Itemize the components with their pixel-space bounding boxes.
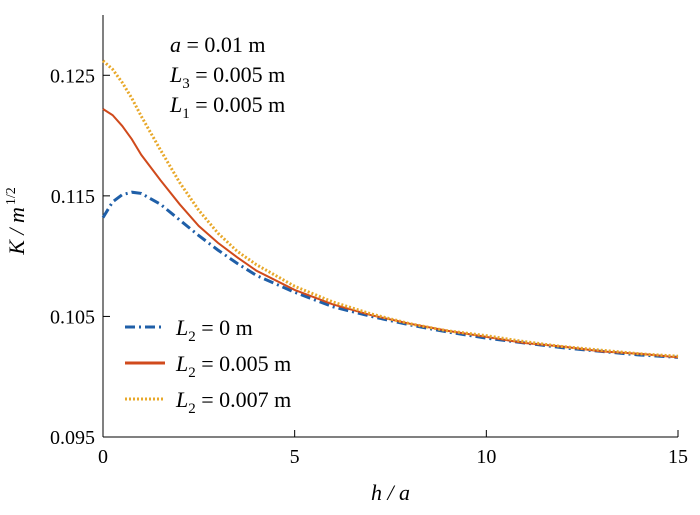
labels-layer: h / a K / m1/2 [4,187,410,505]
y-tick-label: 0.105 [50,306,95,328]
series-layer [101,59,679,359]
legend: L2 = 0 m L2 = 0.005 m L2 = 0.007 m [125,315,291,417]
x-tick-label: 5 [290,446,300,468]
legend-label-0: L2 = 0 m [175,315,253,345]
annotation-text: L3 = 0.005 m [169,62,285,92]
y-tick-label: 0.095 [50,427,95,449]
legend-label-1: L2 = 0.005 m [175,351,291,381]
x-tick-label: 0 [98,446,108,468]
series-line-1 [102,108,679,359]
plot-area [102,15,678,438]
series-line-2 [102,59,679,358]
y-tick-label: 0.125 [50,65,95,87]
annotation-text: a = 0.01 m [170,32,266,57]
y-tick-label: 0.115 [51,186,95,208]
x-axis-label: h / a [371,480,410,505]
legend-label-2: L2 = 0.007 m [175,387,291,417]
y-axis-label: K / m1/2 [4,187,29,256]
ticks-layer: 0 5 10 15 0.095 0.105 0.115 0.125 [50,65,688,468]
x-tick-label: 15 [668,446,688,468]
x-tick-label: 10 [476,446,496,468]
annotation-block: a = 0.01 m L3 = 0.005 mL1 = 0.005 m [169,32,285,122]
annotation-text: L1 = 0.005 m [169,92,285,122]
